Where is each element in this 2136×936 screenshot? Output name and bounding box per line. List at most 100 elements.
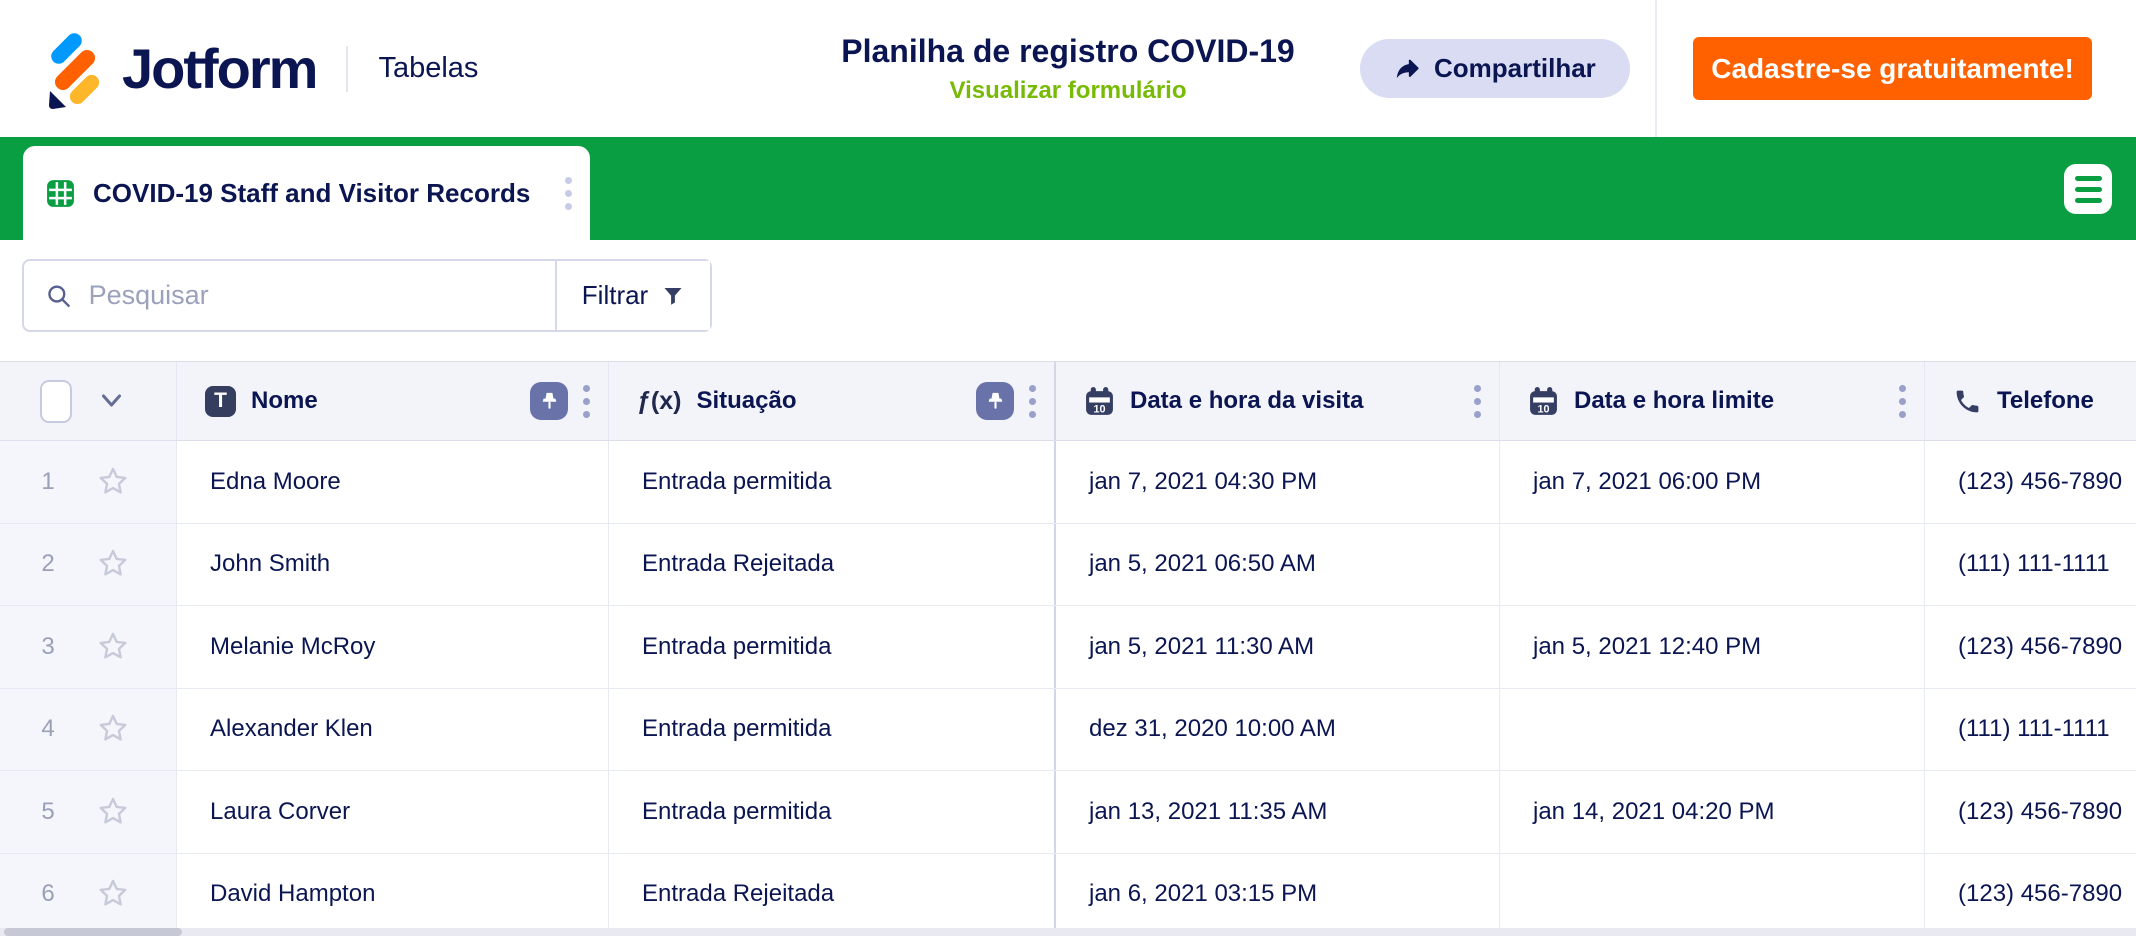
view-form-link[interactable]: Visualizar formulário [949,76,1187,104]
cell-status[interactable]: Entrada permitida [609,771,1056,853]
table-row: 3 Melanie McRoy Entrada permitida jan 5,… [0,606,2136,689]
cell-visit-datetime[interactable]: dez 31, 2020 10:00 AM [1056,688,1500,770]
sheet-tab-bar: COVID-19 Staff and Visitor Records [0,137,2136,240]
share-button[interactable]: Compartilhar [1360,39,1630,98]
svg-text:10: 10 [1093,403,1105,415]
share-button-label: Compartilhar [1434,53,1596,83]
column-header-telefone[interactable]: Telefone [1925,362,2136,440]
search-icon [48,284,70,307]
row-selector-cell: 2 [0,523,177,605]
header-divider [1655,0,1657,137]
cell-name[interactable]: David Hampton [177,853,609,935]
row-selector-cell: 6 [0,853,177,935]
star-icon[interactable] [96,547,130,581]
filter-button[interactable]: Filtrar [555,261,710,330]
cell-status[interactable]: Entrada permitida [609,441,1056,523]
star-icon[interactable] [96,877,130,911]
text-field-icon: T [205,385,236,417]
cell-phone[interactable]: (111) 111-1111 [1958,550,2110,578]
column-label: Nome [251,387,318,414]
signup-button-label: Cadastre-se gratuitamente! [1711,52,2074,84]
cell-name[interactable]: John Smith [177,523,609,605]
signup-button[interactable]: Cadastre-se gratuitamente! [1693,37,2092,100]
cell-visit-datetime[interactable]: jan 13, 2021 11:35 AM [1056,771,1500,853]
cell-status[interactable]: Entrada Rejeitada [609,853,1056,935]
calendar-icon: 10 [1086,386,1113,415]
pin-icon[interactable] [530,382,568,420]
records-table: T Nome ƒ(x) Situação [0,361,2136,936]
cell-limit-datetime[interactable] [1500,523,1925,605]
column-header-situacao[interactable]: ƒ(x) Situação [609,362,1056,440]
star-icon[interactable] [96,465,130,499]
star-icon[interactable] [96,630,130,664]
cell-status[interactable]: Entrada permitida [609,688,1056,770]
search-box[interactable] [24,261,555,330]
svg-text:10: 10 [1537,403,1549,415]
row-selector-cell: 1 [0,441,177,523]
cell-phone[interactable]: (123) 456-7890 [1958,880,2123,908]
column-header-nome[interactable]: T Nome [177,362,609,440]
cell-limit-datetime[interactable]: jan 14, 2021 04:20 PM [1500,771,1925,853]
column-menu-icon[interactable] [1899,384,1906,418]
cell-visit-datetime[interactable]: jan 5, 2021 06:50 AM [1056,523,1500,605]
sheet-tab-label: COVID-19 Staff and Visitor Records [93,177,531,208]
cell-status[interactable]: Entrada permitida [609,606,1056,688]
cell-limit-datetime[interactable] [1500,853,1925,935]
calendar-icon: 10 [1530,386,1557,415]
search-filter-group: Filtrar [22,259,712,332]
scrollbar-thumb[interactable] [4,928,182,936]
brand-area[interactable]: Jotform Tabelas [46,0,478,137]
cell-name[interactable]: Alexander Klen [177,688,609,770]
table-row: 6 David Hampton Entrada Rejeitada jan 6,… [0,853,2136,936]
column-header-data-limite[interactable]: 10 Data e hora limite [1500,362,1925,440]
cell-name[interactable]: Edna Moore [177,441,609,523]
brand-divider [346,45,349,92]
cell-phone[interactable]: (123) 456-7890 [1958,797,2123,825]
horizontal-scrollbar[interactable] [0,928,2136,936]
column-label: Telefone [1997,387,2094,414]
cell-phone[interactable]: (123) 456-7890 [1958,467,2123,495]
chevron-down-icon[interactable] [99,391,124,411]
cell-name[interactable]: Laura Corver [177,771,609,853]
pin-icon[interactable] [976,382,1014,420]
column-menu-icon[interactable] [583,384,590,418]
cell-visit-datetime[interactable]: jan 5, 2021 11:30 AM [1056,606,1500,688]
cell-phone[interactable]: (111) 111-1111 [1958,715,2110,743]
hamburger-bar [2074,186,2102,192]
formula-icon: ƒ(x) [637,386,682,415]
column-menu-icon[interactable] [1474,384,1481,418]
star-icon[interactable] [96,712,130,746]
cell-limit-datetime[interactable]: jan 7, 2021 06:00 PM [1500,441,1925,523]
cell-visit-datetime[interactable]: jan 7, 2021 04:30 PM [1056,441,1500,523]
select-all-checkbox[interactable] [40,379,72,423]
table-row: 4 Alexander Klen Entrada permitida dez 3… [0,688,2136,771]
table-row: 5 Laura Corver Entrada permitida jan 13,… [0,771,2136,854]
cell-visit-datetime[interactable]: jan 6, 2021 03:15 PM [1056,853,1500,935]
table-row: 2 John Smith Entrada Rejeitada jan 5, 20… [0,523,2136,606]
tab-options-icon[interactable] [565,176,572,210]
row-number: 3 [41,632,55,660]
cell-limit-datetime[interactable]: jan 5, 2021 12:40 PM [1500,606,1925,688]
page-title: Planilha de registro COVID-19 [841,32,1295,69]
cell-limit-datetime[interactable] [1500,688,1925,770]
search-input[interactable] [88,280,545,311]
select-all-header [0,362,177,440]
filter-button-label: Filtrar [581,280,649,310]
star-icon[interactable] [96,795,130,829]
row-selector-cell: 3 [0,606,177,688]
table-row: 1 Edna Moore Entrada permitida jan 7, 20… [0,441,2136,524]
row-number: 1 [41,467,55,495]
column-label: Situação [696,387,797,414]
table-grid-icon [47,179,74,207]
column-header-data-visita[interactable]: 10 Data e hora da visita [1056,362,1500,440]
brand-wordmark: Jotform [122,37,318,100]
cell-status[interactable]: Entrada Rejeitada [609,523,1056,605]
cell-name[interactable]: Melanie McRoy [177,606,609,688]
cell-phone[interactable]: (123) 456-7890 [1958,632,2123,660]
column-menu-icon[interactable] [1029,384,1036,418]
active-sheet-tab[interactable]: COVID-19 Staff and Visitor Records [23,146,590,240]
row-number: 2 [41,550,55,578]
hamburger-bar [2074,197,2102,203]
hamburger-menu-button[interactable] [2064,164,2112,214]
